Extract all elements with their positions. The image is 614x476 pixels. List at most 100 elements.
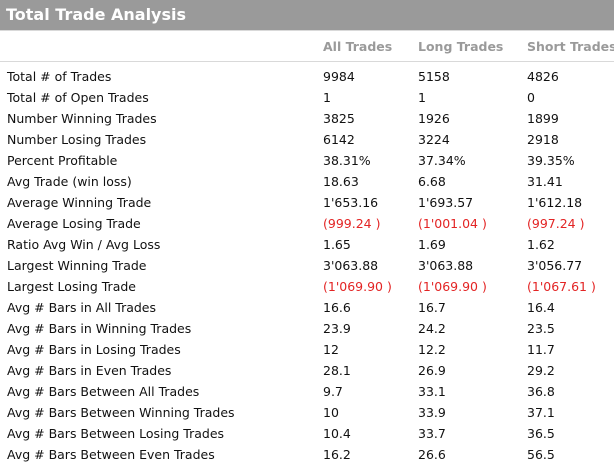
row-label: Avg # Bars in Winning Trades [7,321,192,336]
all-trades-value: 12 [323,342,339,357]
short-trades-value: 1.62 [527,237,555,252]
short-trades-value: 4826 [527,69,559,84]
long-trades-value: 12.2 [418,342,446,357]
row-label: Avg # Bars Between All Trades [7,384,200,399]
short-trades-value: 31.41 [527,174,563,189]
table-row: Avg Trade (win loss) 18.63 6.68 31.41 [0,172,614,193]
row-label: Total # of Open Trades [7,90,149,105]
table-row: Avg # Bars in Losing Trades 12 12.2 11.7 [0,340,614,361]
short-trades-value: (1'067.61 ) [527,279,596,294]
long-trades-value: 6.68 [418,174,446,189]
table-row: Average Losing Trade (999.24 ) (1'001.04… [0,214,614,235]
short-trades-value: 3'056.77 [527,258,583,273]
table-row: Avg # Bars Between Even Trades 16.2 26.6… [0,445,614,466]
long-trades-value: (1'001.04 ) [418,216,487,231]
short-trades-value: 16.4 [527,300,555,315]
panel-title: Total Trade Analysis [0,0,614,30]
row-label: Avg # Bars Between Winning Trades [7,405,235,420]
table-row: Largest Winning Trade 3'063.88 3'063.88 … [0,256,614,277]
column-header-short-trades: Short Trades [527,39,614,54]
table-row: Avg # Bars in All Trades 16.6 16.7 16.4 [0,298,614,319]
row-label: Ratio Avg Win / Avg Loss [7,237,161,252]
row-label: Avg # Bars in All Trades [7,300,157,315]
table-row: Largest Losing Trade (1'069.90 ) (1'069.… [0,277,614,298]
table-row: Avg # Bars Between All Trades 9.7 33.1 3… [0,382,614,403]
short-trades-value: 11.7 [527,342,555,357]
all-trades-value: 6142 [323,132,355,147]
all-trades-value: 23.9 [323,321,351,336]
long-trades-value: 33.7 [418,426,446,441]
row-label: Largest Winning Trade [7,258,147,273]
all-trades-value: (999.24 ) [323,216,381,231]
row-label: Avg # Bars Between Losing Trades [7,426,225,441]
long-trades-value: 1 [418,90,426,105]
row-label: Percent Profitable [7,153,118,168]
table-row: Number Winning Trades 3825 1926 1899 [0,109,614,130]
all-trades-value: 28.1 [323,363,351,378]
all-trades-value: 10.4 [323,426,351,441]
row-label: Largest Losing Trade [7,279,136,294]
short-trades-value: 1899 [527,111,559,126]
all-trades-value: 1 [323,90,331,105]
table-row: Total # of Trades 9984 5158 4826 [0,67,614,88]
all-trades-value: 38.31% [323,153,371,168]
all-trades-value: 16.6 [323,300,351,315]
long-trades-value: 33.9 [418,405,446,420]
long-trades-value: 1.69 [418,237,446,252]
long-trades-value: 26.6 [418,447,446,462]
all-trades-value: 10 [323,405,339,420]
long-trades-value: 37.34% [418,153,466,168]
all-trades-value: 18.63 [323,174,359,189]
short-trades-value: 36.8 [527,384,555,399]
row-label: Total # of Trades [7,69,112,84]
row-label: Avg # Bars Between Even Trades [7,447,215,462]
row-label: Number Losing Trades [7,132,147,147]
table-row: Ratio Avg Win / Avg Loss 1.65 1.69 1.62 [0,235,614,256]
long-trades-value: 26.9 [418,363,446,378]
all-trades-value: 1'653.16 [323,195,379,210]
long-trades-value: 33.1 [418,384,446,399]
long-trades-value: (1'069.90 ) [418,279,487,294]
row-label: Average Losing Trade [7,216,141,231]
long-trades-value: 16.7 [418,300,446,315]
all-trades-value: 1.65 [323,237,351,252]
all-trades-value: 9984 [323,69,355,84]
column-header-row: All Trades Long Trades Short Trades [0,30,614,62]
table-row: Percent Profitable 38.31% 37.34% 39.35% [0,151,614,172]
long-trades-value: 24.2 [418,321,446,336]
short-trades-value: 29.2 [527,363,555,378]
table-row: Total # of Open Trades 1 1 0 [0,88,614,109]
all-trades-value: (1'069.90 ) [323,279,392,294]
long-trades-value: 5158 [418,69,450,84]
column-header-long-trades: Long Trades [418,39,504,54]
short-trades-value: 56.5 [527,447,555,462]
short-trades-value: 37.1 [527,405,555,420]
table-row: Avg # Bars in Winning Trades 23.9 24.2 2… [0,319,614,340]
all-trades-value: 9.7 [323,384,343,399]
row-label: Avg # Bars in Losing Trades [7,342,181,357]
long-trades-value: 1926 [418,111,450,126]
short-trades-value: 0 [527,90,535,105]
short-trades-value: 39.35% [527,153,575,168]
row-label: Average Winning Trade [7,195,152,210]
short-trades-value: 36.5 [527,426,555,441]
table-row: Number Losing Trades 6142 3224 2918 [0,130,614,151]
short-trades-value: 23.5 [527,321,555,336]
all-trades-value: 3'063.88 [323,258,379,273]
row-label: Number Winning Trades [7,111,157,126]
table-row: Avg # Bars Between Winning Trades 10 33.… [0,403,614,424]
short-trades-value: 1'612.18 [527,195,583,210]
long-trades-value: 1'693.57 [418,195,474,210]
short-trades-value: (997.24 ) [527,216,585,231]
row-label: Avg # Bars in Even Trades [7,363,172,378]
row-label: Avg Trade (win loss) [7,174,132,189]
table-row: Average Winning Trade 1'653.16 1'693.57 … [0,193,614,214]
short-trades-value: 2918 [527,132,559,147]
table-row: Avg # Bars in Even Trades 28.1 26.9 29.2 [0,361,614,382]
long-trades-value: 3224 [418,132,450,147]
trade-analysis-table: Total # of Trades 9984 5158 4826 Total #… [0,67,614,466]
all-trades-value: 16.2 [323,447,351,462]
column-header-all-trades: All Trades [323,39,393,54]
all-trades-value: 3825 [323,111,355,126]
table-row: Avg # Bars Between Losing Trades 10.4 33… [0,424,614,445]
